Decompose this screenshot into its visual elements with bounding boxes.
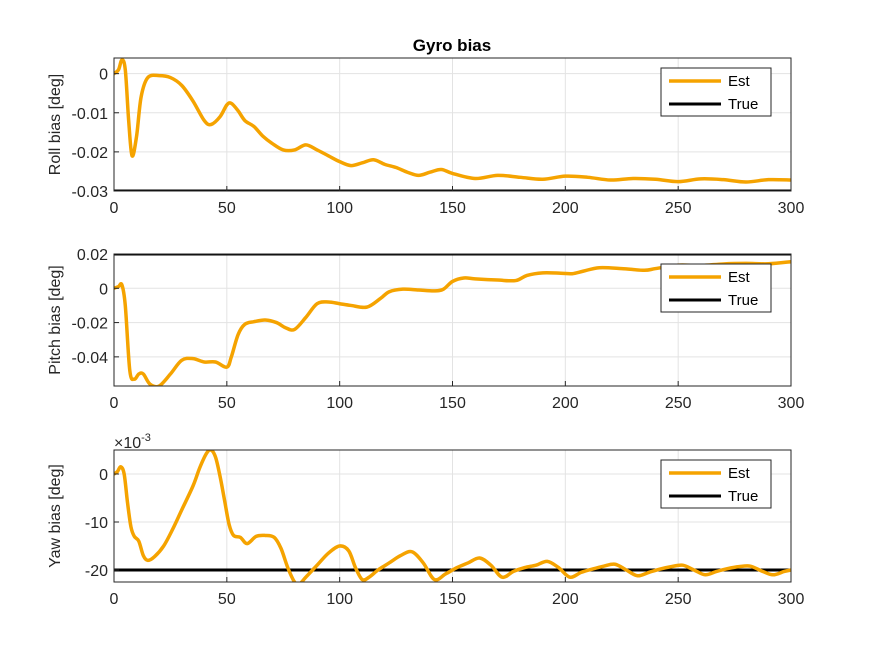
roll-bias-y-ticks: -0.03 -0.02 -0.01 0: [72, 67, 119, 201]
roll-bias-est-line: [114, 58, 791, 184]
yaw-bias-exponent-power: -3: [141, 432, 151, 444]
pitch-bias-x-tick-label: 150: [439, 395, 466, 412]
figure-title: Gyro bias: [413, 36, 491, 55]
yaw-bias-panel: 0 50 100 150 200 250 300 -20 -10 0 ×10-3 Yaw bia…: [47, 432, 804, 608]
pitch-bias-y-tick-label: 0: [99, 281, 108, 298]
roll-bias-y-tick-label: -0.01: [72, 106, 109, 123]
yaw-bias-legend-est-label: Est: [728, 465, 751, 482]
pitch-bias-x-tick-label: 300: [778, 395, 805, 412]
yaw-bias-legend-true-label: True: [728, 488, 758, 505]
yaw-bias-x-tick-label: 150: [439, 591, 466, 608]
yaw-bias-y-ticks: -20 -10 0: [85, 467, 119, 580]
yaw-bias-est-line: [114, 450, 791, 582]
yaw-bias-exponent-label: ×10-3: [114, 432, 151, 452]
pitch-bias-y-ticks: -0.04 -0.02 0 0.02: [72, 247, 119, 367]
roll-bias-x-tick-label: 150: [439, 200, 466, 217]
roll-bias-x-ticks: 0 50 100 150 200 250 300: [110, 186, 805, 217]
roll-bias-y-tick-label: -0.02: [72, 145, 109, 162]
roll-bias-x-tick-label: 100: [326, 200, 353, 217]
yaw-bias-legend-box: [660, 459, 772, 509]
yaw-bias-y-tick-label: 0: [99, 467, 108, 484]
yaw-bias-x-ticks: 0 50 100 150 200 250 300: [110, 577, 805, 608]
roll-bias-x-tick-label: 250: [665, 200, 692, 217]
yaw-bias-x-tick-label: 250: [665, 591, 692, 608]
pitch-bias-y-tick-label: -0.04: [72, 350, 109, 367]
yaw-bias-y-tick-label: -10: [85, 515, 108, 532]
pitch-bias-x-tick-label: 0: [110, 395, 119, 412]
roll-bias-legend-true-label: True: [728, 96, 758, 113]
roll-bias-legend-est-label: Est: [728, 73, 751, 90]
pitch-bias-legend-est-label: Est: [728, 269, 751, 286]
yaw-bias-x-tick-label: 200: [552, 591, 579, 608]
roll-bias-legend-box: [660, 67, 772, 117]
roll-bias-x-tick-label: 200: [552, 200, 579, 217]
yaw-bias-x-tick-label: 0: [110, 591, 119, 608]
yaw-bias-x-tick-label: 100: [326, 591, 353, 608]
pitch-bias-y-tick-label: -0.02: [72, 316, 109, 333]
roll-bias-y-tick-label: -0.03: [72, 184, 109, 201]
pitch-bias-x-tick-label: 250: [665, 395, 692, 412]
yaw-bias-exponent-base: ×10: [114, 435, 141, 452]
pitch-bias-panel: 0 50 100 150 200 250 300 -0.04 -0.02 0 0.02 Pitch…: [47, 247, 804, 412]
yaw-bias-legend: Est True: [660, 459, 772, 509]
yaw-bias-y-tick-label: -20: [85, 563, 108, 580]
yaw-bias-x-tick-label: 300: [778, 591, 805, 608]
roll-bias-panel: 0 50 100 150 200 250 300 -0.03 -0.02 -0.01 0 Roll…: [47, 57, 805, 217]
yaw-bias-x-tick-label: 50: [218, 591, 236, 608]
pitch-bias-x-tick-label: 50: [218, 395, 236, 412]
roll-bias-legend: Est True: [660, 67, 772, 117]
roll-bias-x-tick-label: 0: [110, 200, 119, 217]
roll-bias-x-tick-label: 50: [218, 200, 236, 217]
roll-bias-y-tick-label: 0: [99, 67, 108, 84]
pitch-bias-y-axis-label: Pitch bias [deg]: [47, 265, 64, 374]
pitch-bias-legend-box: [660, 263, 772, 313]
pitch-bias-x-tick-label: 200: [552, 395, 579, 412]
pitch-bias-x-ticks: 0 50 100 150 200 250 300: [110, 381, 805, 412]
pitch-bias-y-tick-label: 0.02: [77, 247, 108, 264]
yaw-bias-series: [114, 450, 791, 582]
pitch-bias-legend-true-label: True: [728, 292, 758, 309]
roll-bias-series: [114, 58, 791, 191]
roll-bias-y-axis-label: Roll bias [deg]: [47, 74, 64, 175]
roll-bias-x-tick-label: 300: [778, 200, 805, 217]
yaw-bias-y-axis-label: Yaw bias [deg]: [47, 464, 64, 568]
pitch-bias-legend: Est True: [660, 263, 772, 313]
pitch-bias-x-tick-label: 100: [326, 395, 353, 412]
